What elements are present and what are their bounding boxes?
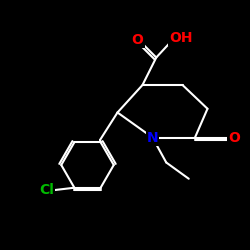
- Text: N: N: [147, 130, 158, 144]
- Text: Cl: Cl: [40, 183, 54, 197]
- Text: O: O: [132, 33, 143, 47]
- Text: O: O: [228, 130, 240, 144]
- Text: OH: OH: [170, 30, 193, 44]
